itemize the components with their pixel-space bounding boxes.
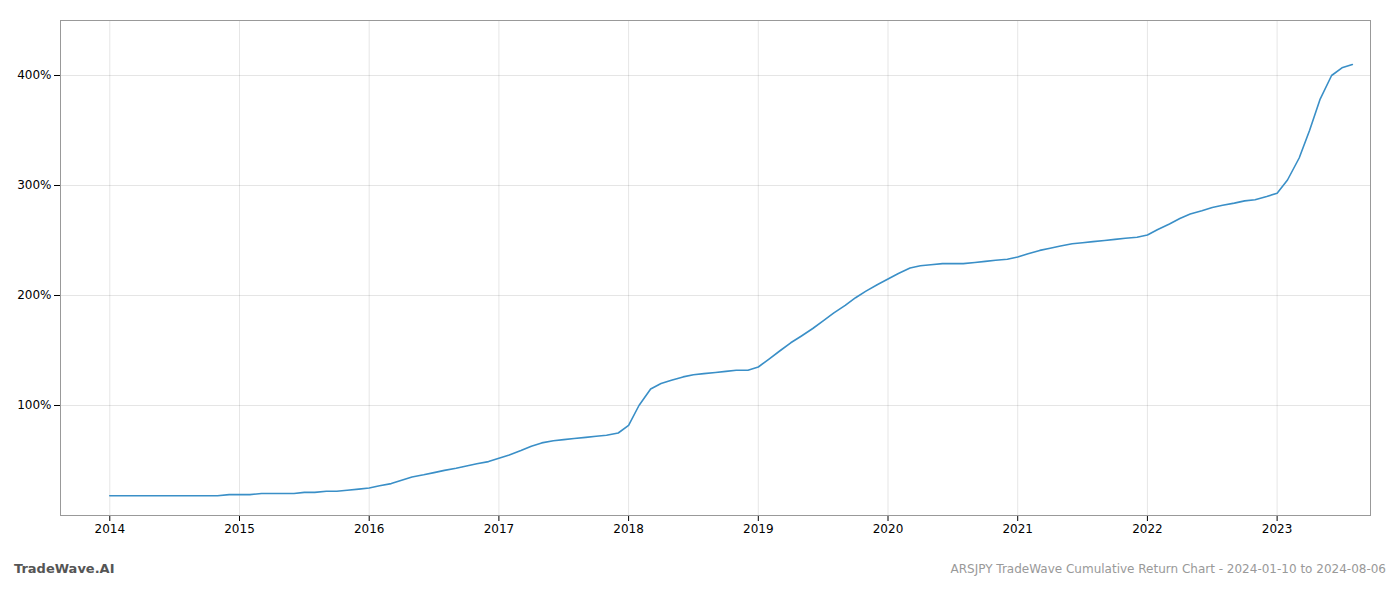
svg-text:2015: 2015	[224, 522, 255, 536]
svg-text:2017: 2017	[484, 522, 515, 536]
svg-text:400%: 400%	[17, 68, 51, 82]
svg-text:2018: 2018	[613, 522, 644, 536]
svg-text:100%: 100%	[17, 398, 51, 412]
svg-text:200%: 200%	[17, 288, 51, 302]
svg-text:2023: 2023	[1262, 522, 1293, 536]
svg-text:2019: 2019	[743, 522, 774, 536]
svg-text:300%: 300%	[17, 178, 51, 192]
svg-text:2020: 2020	[873, 522, 904, 536]
html-text:ARSJPY TradeWave Cumulative Re: ARSJPY TradeWave Cumulative Return Chart…	[950, 562, 1386, 576]
svg-text:2016: 2016	[354, 522, 385, 536]
html-text:TradeWave.AI: TradeWave.AI	[14, 561, 115, 576]
svg-text:2021: 2021	[1002, 522, 1033, 536]
svg-text:2022: 2022	[1132, 522, 1163, 536]
svg-text:2014: 2014	[95, 522, 126, 536]
